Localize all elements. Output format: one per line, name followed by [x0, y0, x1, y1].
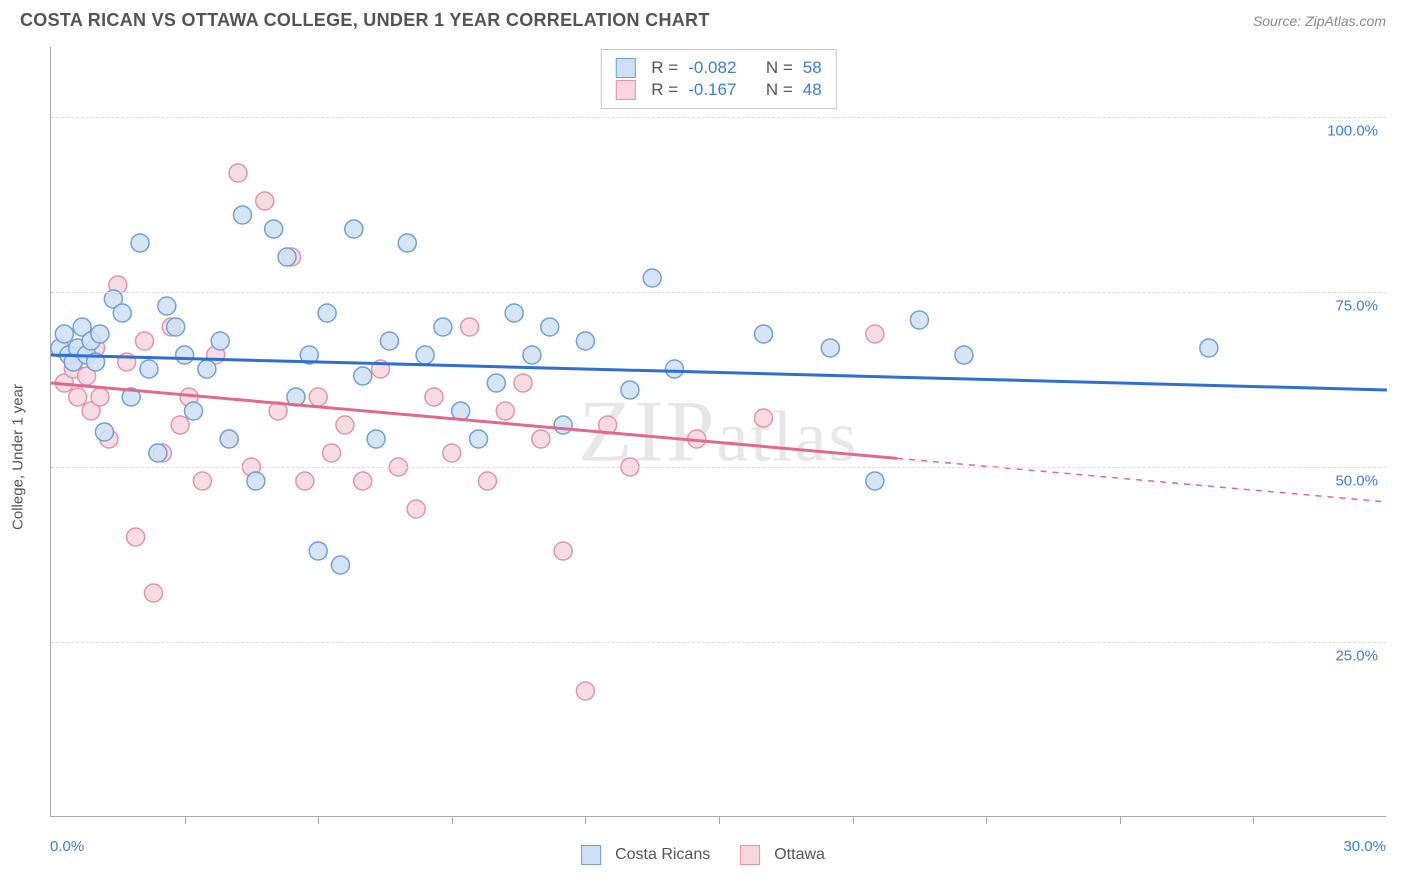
- r-value-blue: -0.082: [688, 58, 736, 78]
- r-label: R =: [651, 80, 678, 100]
- swatch-blue-icon: [615, 58, 635, 78]
- chart-title: COSTA RICAN VS OTTAWA COLLEGE, UNDER 1 Y…: [20, 10, 710, 31]
- source-attribution: Source: ZipAtlas.com: [1253, 13, 1386, 29]
- n-label: N =: [766, 80, 793, 100]
- legend-label-pink: Ottawa: [774, 846, 825, 864]
- r-label: R =: [651, 58, 678, 78]
- chart-container: College, Under 1 year ZIPatlas R = -0.08…: [0, 37, 1406, 877]
- series-legend: Costa Ricans Ottawa: [581, 845, 825, 865]
- x-axis-max-label: 30.0%: [1343, 838, 1386, 855]
- scatter-svg: [51, 47, 1386, 816]
- swatch-pink-icon: [740, 845, 760, 865]
- n-value-pink: 48: [803, 80, 822, 100]
- plot-area: ZIPatlas R = -0.082 N = 58 R = -0.167 N …: [50, 47, 1386, 817]
- correlation-legend: R = -0.082 N = 58 R = -0.167 N = 48: [600, 49, 836, 109]
- y-tick-label: 75.0%: [1335, 298, 1378, 315]
- legend-item-blue: Costa Ricans: [581, 845, 710, 865]
- r-value-pink: -0.167: [688, 80, 736, 100]
- y-tick-label: 25.0%: [1335, 648, 1378, 665]
- swatch-pink-icon: [615, 80, 635, 100]
- x-axis-min-label: 0.0%: [50, 838, 84, 855]
- n-value-blue: 58: [803, 58, 822, 78]
- source-label: Source:: [1253, 13, 1305, 29]
- n-label: N =: [766, 58, 793, 78]
- y-tick-label: 100.0%: [1327, 123, 1378, 140]
- legend-row-pink: R = -0.167 N = 48: [615, 80, 821, 100]
- legend-row-blue: R = -0.082 N = 58: [615, 58, 821, 78]
- legend-label-blue: Costa Ricans: [615, 846, 710, 864]
- legend-item-pink: Ottawa: [740, 845, 825, 865]
- y-axis-title: College, Under 1 year: [10, 384, 27, 530]
- source-value: ZipAtlas.com: [1305, 13, 1386, 29]
- header-bar: COSTA RICAN VS OTTAWA COLLEGE, UNDER 1 Y…: [0, 0, 1406, 37]
- swatch-blue-icon: [581, 845, 601, 865]
- y-tick-label: 50.0%: [1335, 473, 1378, 490]
